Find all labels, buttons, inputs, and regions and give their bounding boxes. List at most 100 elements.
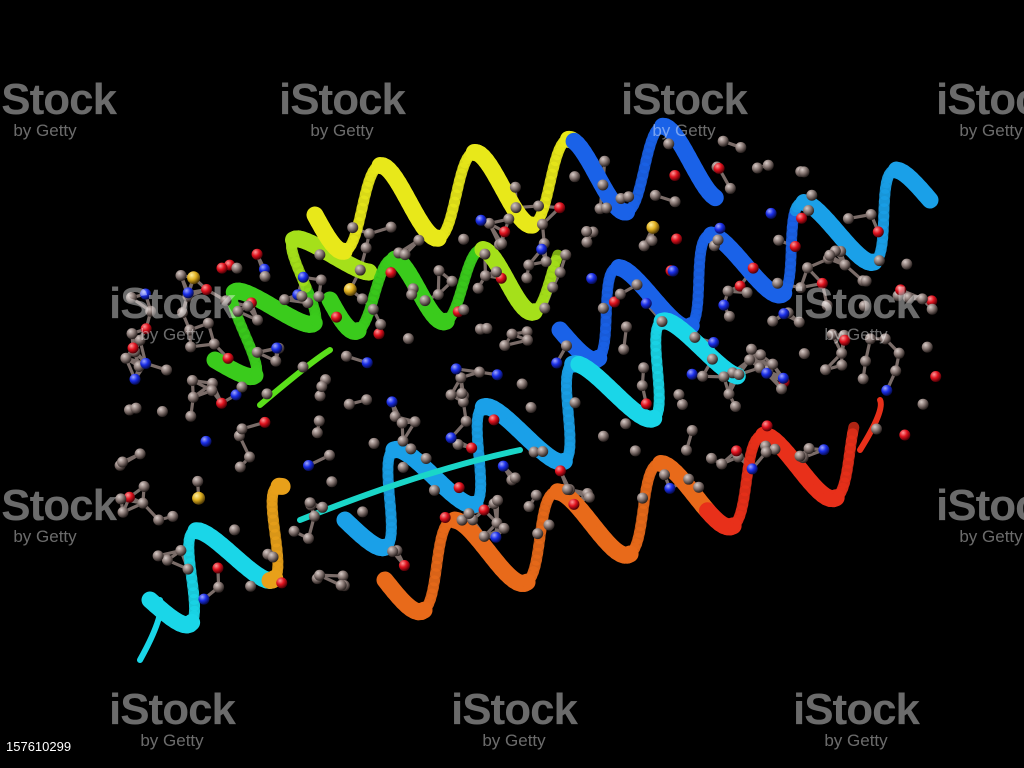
carbon-atom xyxy=(569,171,581,183)
carbon-atom xyxy=(499,339,511,351)
sulfur-atom xyxy=(343,283,357,297)
carbon-atom xyxy=(161,364,173,376)
sulfur-atom xyxy=(192,491,206,505)
sulfur-atom xyxy=(646,220,660,234)
carbon-atom xyxy=(445,389,457,401)
carbon-atom xyxy=(560,249,572,261)
carbon-atom xyxy=(270,355,282,367)
carbon-atom xyxy=(864,333,876,345)
oxygen-atom xyxy=(554,465,566,477)
carbon-atom xyxy=(795,282,807,294)
oxygen-atom xyxy=(488,414,500,426)
carbon-atom xyxy=(387,545,399,557)
carbon-atom xyxy=(858,300,870,312)
carbon-atom xyxy=(288,525,300,537)
carbon-atom xyxy=(220,295,232,307)
oxygen-atom xyxy=(216,262,228,274)
carbon-atom xyxy=(343,398,355,410)
carbon-atom xyxy=(618,343,630,355)
loop-tube xyxy=(137,597,164,663)
carbon-atom xyxy=(463,508,475,520)
helix-ribbons xyxy=(137,117,939,663)
carbon-atom xyxy=(509,181,521,193)
oxygen-atom xyxy=(761,420,773,432)
carbon-atom xyxy=(335,579,347,591)
carbon-atom xyxy=(532,528,544,540)
carbon-atom xyxy=(745,343,757,355)
nitrogen-atom xyxy=(129,373,141,385)
carbon-atom xyxy=(530,489,542,501)
carbon-atom xyxy=(718,371,730,383)
oxygen-atom xyxy=(140,323,152,335)
carbon-atom xyxy=(311,427,323,439)
nitrogen-atom xyxy=(450,363,462,375)
carbon-atom xyxy=(735,141,747,153)
carbon-atom xyxy=(175,269,187,281)
carbon-atom xyxy=(798,348,810,360)
carbon-atom xyxy=(510,202,522,214)
helix-ribbon-segment xyxy=(703,186,724,207)
nitrogen-atom xyxy=(778,308,790,320)
oxygen-atom xyxy=(466,442,478,454)
carbon-atom xyxy=(631,279,643,291)
carbon-atom xyxy=(458,304,470,316)
nitrogen-atom xyxy=(230,389,242,401)
carbon-atom xyxy=(478,530,490,542)
carbon-atom xyxy=(152,550,164,562)
carbon-atom xyxy=(357,506,369,518)
carbon-atom xyxy=(229,524,241,536)
carbon-atom xyxy=(120,352,132,364)
oxygen-atom xyxy=(568,498,580,510)
nitrogen-atom xyxy=(361,357,373,369)
carbon-atom xyxy=(600,202,612,214)
carbon-atom xyxy=(820,364,832,376)
nitrogen-atom xyxy=(708,337,720,349)
carbon-atom xyxy=(521,326,533,338)
carbon-atom xyxy=(865,208,877,220)
nitrogen-atom xyxy=(198,593,210,605)
carbon-atom xyxy=(629,445,641,457)
carbon-atom xyxy=(314,249,326,261)
nitrogen-atom xyxy=(881,384,893,396)
carbon-atom xyxy=(636,380,648,392)
nitrogen-atom xyxy=(140,357,152,369)
carbon-atom xyxy=(360,242,372,254)
carbon-atom xyxy=(686,424,698,436)
carbon-atom xyxy=(803,443,815,455)
carbon-atom xyxy=(446,275,458,287)
carbon-atom xyxy=(676,399,688,411)
oxygen-atom xyxy=(895,284,907,296)
carbon-atom xyxy=(363,228,375,240)
carbon-atom xyxy=(252,314,264,326)
oxygen-atom xyxy=(222,352,234,364)
carbon-atom xyxy=(145,305,157,317)
carbon-atom xyxy=(409,416,421,428)
carbon-atom xyxy=(456,387,468,399)
carbon-atom xyxy=(554,266,566,278)
carbon-atom xyxy=(483,217,495,229)
carbon-atom xyxy=(479,270,491,282)
carbon-atom xyxy=(498,522,510,534)
carbon-atom xyxy=(669,196,681,208)
carbon-atom xyxy=(926,303,938,315)
helix-ribbon-segment xyxy=(550,249,564,266)
oxygen-atom xyxy=(640,398,652,410)
carbon-atom xyxy=(560,340,572,352)
carbon-atom xyxy=(521,272,533,284)
carbon-atom xyxy=(522,334,534,346)
carbon-atom xyxy=(870,423,882,435)
carbon-atom xyxy=(614,288,626,300)
carbon-atom xyxy=(396,417,408,429)
carbon-atom xyxy=(860,355,872,367)
carbon-atom xyxy=(473,366,485,378)
carbon-atom xyxy=(903,292,915,304)
carbon-atom xyxy=(455,372,467,384)
nitrogen-atom xyxy=(714,222,726,234)
carbon-atom xyxy=(187,391,199,403)
oxygen-atom xyxy=(608,296,620,308)
carbon-atom xyxy=(597,430,609,442)
carbon-atom xyxy=(536,218,548,230)
carbon-atom xyxy=(458,233,470,245)
carbon-atom xyxy=(208,338,220,350)
